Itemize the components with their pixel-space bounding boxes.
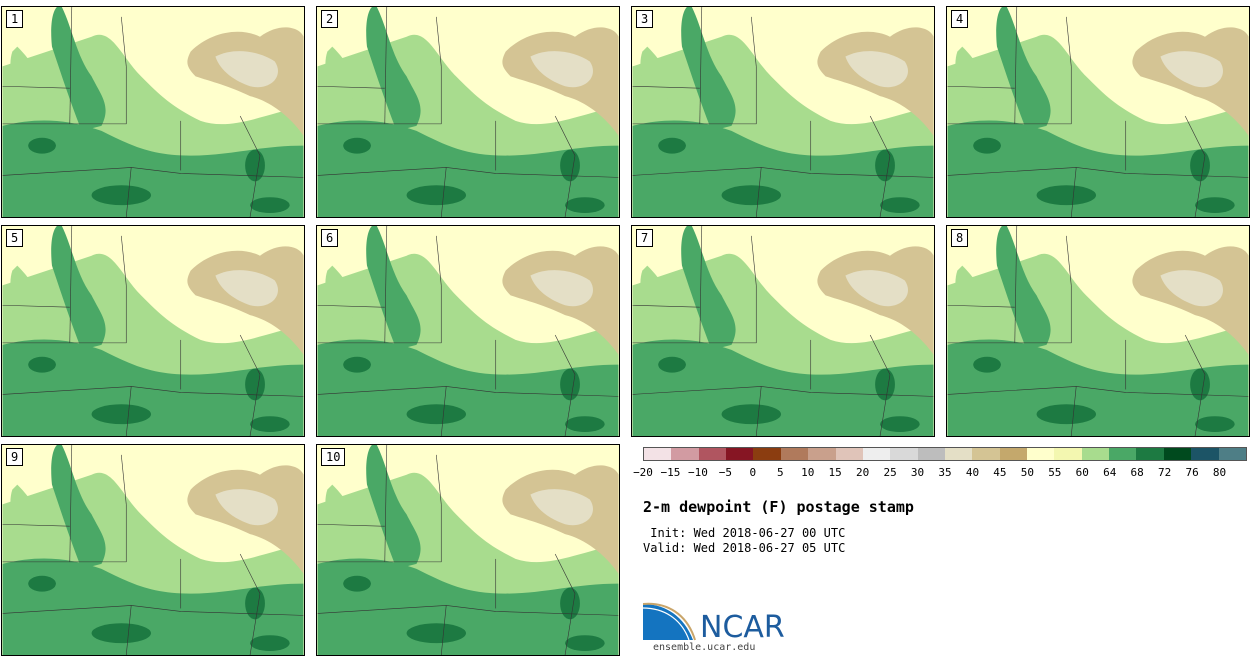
panel-number-3: 3 — [636, 10, 654, 28]
colorbar-swatch — [1163, 448, 1192, 460]
colorbar-tick-label: 60 — [1075, 466, 1089, 479]
colorbar-swatch — [1081, 448, 1110, 460]
colorbar-tick-label: 55 — [1048, 466, 1062, 479]
colorbar-tick-label: 64 — [1103, 466, 1117, 479]
ensemble-panel-6: 6 — [316, 225, 620, 437]
time-info: Init: Wed 2018-06-27 00 UTC Valid: Wed 2… — [643, 526, 845, 556]
panel-number-9: 9 — [6, 448, 24, 466]
colorbar-swatch — [644, 448, 672, 460]
ensemble-panel-3: 3 — [631, 6, 935, 218]
colorbar-swatch — [999, 448, 1028, 460]
panel-number-6: 6 — [321, 229, 339, 247]
panel-number-8: 8 — [951, 229, 969, 247]
colorbar-swatch — [1218, 448, 1246, 460]
colorbar-swatch — [726, 448, 754, 460]
colorbar-tick-label: 35 — [938, 466, 952, 479]
colorbar-swatch — [890, 448, 918, 460]
colorbar-labels: −20 −15 −10 −5 0 5 10 15 20 25 30 35 40 45 50 55 60 64 68 7… — [633, 466, 1247, 480]
panel-number-5: 5 — [6, 229, 24, 247]
colorbar-tick-label: 0 — [749, 466, 757, 479]
colorbar-swatch — [1109, 448, 1137, 460]
colorbar-swatch — [1054, 448, 1082, 460]
colorbar-swatch — [862, 448, 891, 460]
ensemble-panel-8: 8 — [946, 225, 1250, 437]
panel-number-1: 1 — [6, 10, 24, 28]
colorbar-tick-label: 80 — [1212, 466, 1227, 479]
colorbar-tick-label: −10 — [687, 466, 708, 479]
ensemble-panel-10: 10 — [316, 444, 620, 656]
dewpoint-map-9 — [2, 445, 304, 655]
colorbar-tick-label: 10 — [801, 466, 815, 479]
ensemble-panel-4: 4 — [946, 6, 1250, 218]
dewpoint-map-10 — [317, 445, 619, 655]
colorbar-swatch — [671, 448, 699, 460]
colorbar-tick-label: 25 — [883, 466, 897, 479]
logo-name: NCAR — [700, 610, 785, 645]
dewpoint-map-2 — [317, 7, 619, 217]
colorbar-tick-label: 5 — [776, 466, 784, 479]
dewpoint-map-8 — [947, 226, 1249, 436]
colorbar-tick-label: −15 — [660, 466, 681, 479]
colorbar-swatch — [808, 448, 836, 460]
colorbar-swatch — [1136, 448, 1164, 460]
ensemble-panel-1: 1 — [1, 6, 305, 218]
dewpoint-map-7 — [632, 226, 934, 436]
panel-number-4: 4 — [951, 10, 969, 28]
colorbar-tick-label: 45 — [993, 466, 1007, 479]
colorbar-tick-label: 72 — [1158, 466, 1172, 479]
dewpoint-colorbar — [643, 447, 1247, 461]
colorbar-tick-label: 68 — [1130, 466, 1144, 479]
colorbar-tick-label: 20 — [856, 466, 870, 479]
valid-time: Valid: Wed 2018-06-27 05 UTC — [643, 541, 846, 555]
colorbar-swatch — [917, 448, 945, 460]
ensemble-panel-2: 2 — [316, 6, 620, 218]
ensemble-panel-5: 5 — [1, 225, 305, 437]
colorbar-swatch — [698, 448, 727, 460]
dewpoint-map-1 — [2, 7, 304, 217]
dewpoint-map-3 — [632, 7, 934, 217]
colorbar-tick-label: 50 — [1020, 466, 1034, 479]
colorbar-swatch — [972, 448, 1000, 460]
ensemble-panel-9: 9 — [1, 444, 305, 656]
dewpoint-map-6 — [317, 226, 619, 436]
colorbar-swatch — [780, 448, 809, 460]
dewpoint-map-5 — [2, 226, 304, 436]
colorbar-swatch — [1027, 448, 1055, 460]
colorbar-swatch — [753, 448, 781, 460]
colorbar-tick-label: 40 — [965, 466, 980, 479]
panel-number-10: 10 — [321, 448, 346, 466]
colorbar-tick-label: −5 — [718, 466, 732, 479]
colorbar-swatch — [1191, 448, 1219, 460]
colorbar-tick-label: 15 — [828, 466, 842, 479]
colorbar-tick-label: 76 — [1185, 466, 1199, 479]
colorbar-tick-label: 30 — [910, 466, 925, 479]
colorbar-swatch — [835, 448, 863, 460]
init-time: Init: Wed 2018-06-27 00 UTC — [643, 526, 846, 540]
colorbar-tick-label: −20 — [633, 466, 653, 479]
logo-url: ensemble.ucar.edu — [653, 642, 756, 653]
colorbar-swatch — [944, 448, 973, 460]
ncar-logo-icon — [643, 602, 696, 641]
panel-number-7: 7 — [636, 229, 654, 247]
panel-number-2: 2 — [321, 10, 339, 28]
dewpoint-map-4 — [947, 7, 1249, 217]
plot-title: 2-m dewpoint (F) postage stamp — [643, 498, 914, 516]
ensemble-panel-7: 7 — [631, 225, 935, 437]
